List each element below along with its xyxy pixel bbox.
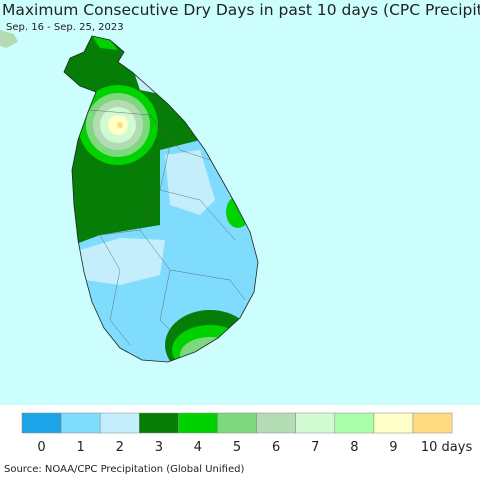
legend-swatch [373,412,414,434]
legend-label: 1 [77,440,85,455]
legend: 0 1 2 3 4 5 6 7 8 9 10 days [21,412,473,455]
legend-swatch [256,412,296,434]
legend-label: 4 [194,440,202,455]
legend-swatch [334,412,375,434]
legend-swatch [60,412,101,434]
source: Source: NOAA/CPC Precipitation (Global U… [4,464,244,475]
districts [89,109,246,346]
subtitle: Sep. 16 - Sep. 25, 2023 [6,22,124,33]
zone-2 [165,150,215,215]
legend-swatch [99,412,140,434]
legend-label: 8 [350,440,358,455]
legend-label: 0 [37,440,45,455]
legend-label: 10 days [421,440,473,455]
india-coast [0,30,18,48]
legend-swatch [21,412,62,434]
legend-swatch [295,412,336,434]
legend-swatch [178,412,218,434]
title: Maximum Consecutive Dry Days in past 10 … [2,1,480,19]
legend-label: 7 [311,440,319,455]
legend-swatch [139,412,179,434]
legend-label: 5 [233,440,241,455]
zone-10 [117,122,123,128]
legend-swatch [412,412,453,434]
legend-label: 9 [389,440,397,455]
coastline [63,35,259,363]
legend-label: 6 [272,440,280,455]
legend-label: 3 [155,440,163,455]
zone-4n [92,36,118,50]
legend-swatch [217,412,257,434]
legend-label: 2 [116,440,124,455]
zone-2b [80,238,165,285]
